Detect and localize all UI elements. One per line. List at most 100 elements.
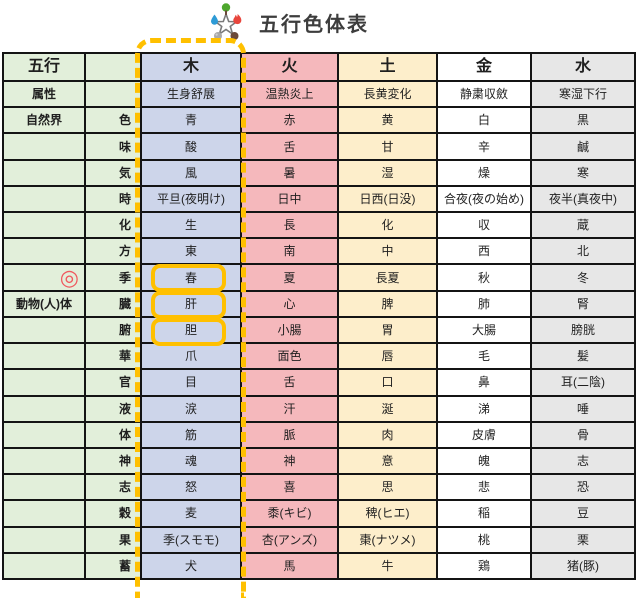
cell-water: 耳(二陰): [532, 370, 634, 395]
cell-water: 唾: [532, 396, 634, 421]
row-category-label: 気: [86, 160, 140, 185]
cell-metal: 皮膚: [438, 422, 530, 447]
cell-fire: 面色: [242, 344, 337, 369]
cell-wood: 目: [142, 370, 240, 395]
corner-cell: 五行: [4, 54, 84, 80]
cell-wood: 犬: [142, 553, 240, 578]
cell-metal: 静粛収斂: [438, 82, 530, 107]
cell-wood: 筋: [142, 422, 240, 447]
column-header-metal: 金: [438, 54, 530, 80]
cell-earth: 牛: [339, 553, 436, 578]
row-group-label: [4, 317, 84, 343]
five-elements-table: 五行 木 火 土 金 水 属性 生身舒展 温熱炎上 長黄変化 静粛収斂 寒湿下行…: [2, 52, 636, 580]
row-group-label: [4, 553, 84, 578]
row-group-label: ◎: [4, 265, 84, 290]
cell-earth: 思: [339, 475, 436, 500]
cell-earth: 稗(ヒエ): [339, 501, 436, 526]
row-group-label: [4, 160, 84, 185]
cell-metal: 桃: [438, 527, 530, 552]
cell-fire: 汗: [242, 396, 337, 421]
row-group-label: 自然界: [4, 108, 84, 133]
cell-wood: 風: [142, 160, 240, 185]
cell-fire: 小腸: [242, 317, 337, 343]
row-category-label: 蓄: [86, 553, 140, 578]
cell-water: 志: [532, 448, 634, 474]
row-group-label: 属性: [4, 82, 84, 107]
cell-water: 寒湿下行: [532, 82, 634, 107]
cell-metal: 収: [438, 213, 530, 238]
cell-water: 腎: [532, 291, 634, 316]
column-header-water: 水: [532, 54, 634, 80]
cell-fire: 神: [242, 448, 337, 474]
cell-water: 栗: [532, 527, 634, 552]
cell-metal: 鼻: [438, 370, 530, 395]
cell-metal: 合夜(夜の始め): [438, 186, 530, 212]
row-category-label: 味: [86, 134, 140, 159]
cell-fire: 黍(キビ): [242, 501, 337, 526]
cell-earth: 涎: [339, 396, 436, 421]
cell-earth: 日西(日没): [339, 186, 436, 212]
row-group-label: [4, 134, 84, 159]
cell-wood: 生: [142, 213, 240, 238]
cell-metal: 悲: [438, 475, 530, 500]
cell-wood: 爪: [142, 344, 240, 369]
row-group-label: [4, 475, 84, 500]
cell-metal: 秋: [438, 265, 530, 290]
cell-wood: 酸: [142, 134, 240, 159]
cell-earth: 化: [339, 213, 436, 238]
cell-wood: 生身舒展: [142, 82, 240, 107]
cell-wood: 胆: [142, 317, 240, 343]
cell-water: 髪: [532, 344, 634, 369]
cell-fire: 長: [242, 213, 337, 238]
cell-fire: 杏(アンズ): [242, 527, 337, 552]
cell-wood: 魂: [142, 448, 240, 474]
cell-fire: 舌: [242, 370, 337, 395]
cell-fire: 舌: [242, 134, 337, 159]
row-group-label: [4, 448, 84, 474]
cell-water: 鹹: [532, 134, 634, 159]
cell-metal: 燥: [438, 160, 530, 185]
column-header-fire: 火: [242, 54, 337, 80]
cell-metal: 毛: [438, 344, 530, 369]
row-category-label: 神: [86, 448, 140, 474]
cell-fire: 脈: [242, 422, 337, 447]
cell-fire: 日中: [242, 186, 337, 212]
row-category-label: 時: [86, 186, 140, 212]
cell-earth: 口: [339, 370, 436, 395]
corner-sub-cell: [86, 54, 140, 80]
cell-wood: 季(スモモ): [142, 527, 240, 552]
row-category-label: 官: [86, 370, 140, 395]
cell-water: 北: [532, 239, 634, 264]
row-category-label: 方: [86, 239, 140, 264]
cell-earth: 黄: [339, 108, 436, 133]
cell-metal: 白: [438, 108, 530, 133]
cell-earth: 甘: [339, 134, 436, 159]
row-category-label: 季: [86, 265, 140, 290]
cell-metal: 西: [438, 239, 530, 264]
cell-water: 恐: [532, 475, 634, 500]
row-group-label: [4, 370, 84, 395]
cell-metal: 大腸: [438, 317, 530, 343]
cell-metal: 辛: [438, 134, 530, 159]
cell-fire: 喜: [242, 475, 337, 500]
cell-earth: 湿: [339, 160, 436, 185]
cell-earth: 肉: [339, 422, 436, 447]
row-category-label: [86, 82, 140, 107]
cell-earth: 棗(ナツメ): [339, 527, 436, 552]
cell-wood: 東: [142, 239, 240, 264]
row-category-label: 化: [86, 213, 140, 238]
cell-earth: 長黄変化: [339, 82, 436, 107]
cell-fire: 心: [242, 291, 337, 316]
cell-earth: 長夏: [339, 265, 436, 290]
row-group-label: [4, 422, 84, 447]
row-category-label: 色: [86, 108, 140, 133]
row-group-label: [4, 501, 84, 526]
cell-water: 黒: [532, 108, 634, 133]
row-category-label: 腑: [86, 317, 140, 343]
column-header-earth: 土: [339, 54, 436, 80]
cell-wood: 肝: [142, 291, 240, 316]
cell-water: 骨: [532, 422, 634, 447]
cell-fire: 南: [242, 239, 337, 264]
cell-fire: 温熱炎上: [242, 82, 337, 107]
cell-earth: 胃: [339, 317, 436, 343]
